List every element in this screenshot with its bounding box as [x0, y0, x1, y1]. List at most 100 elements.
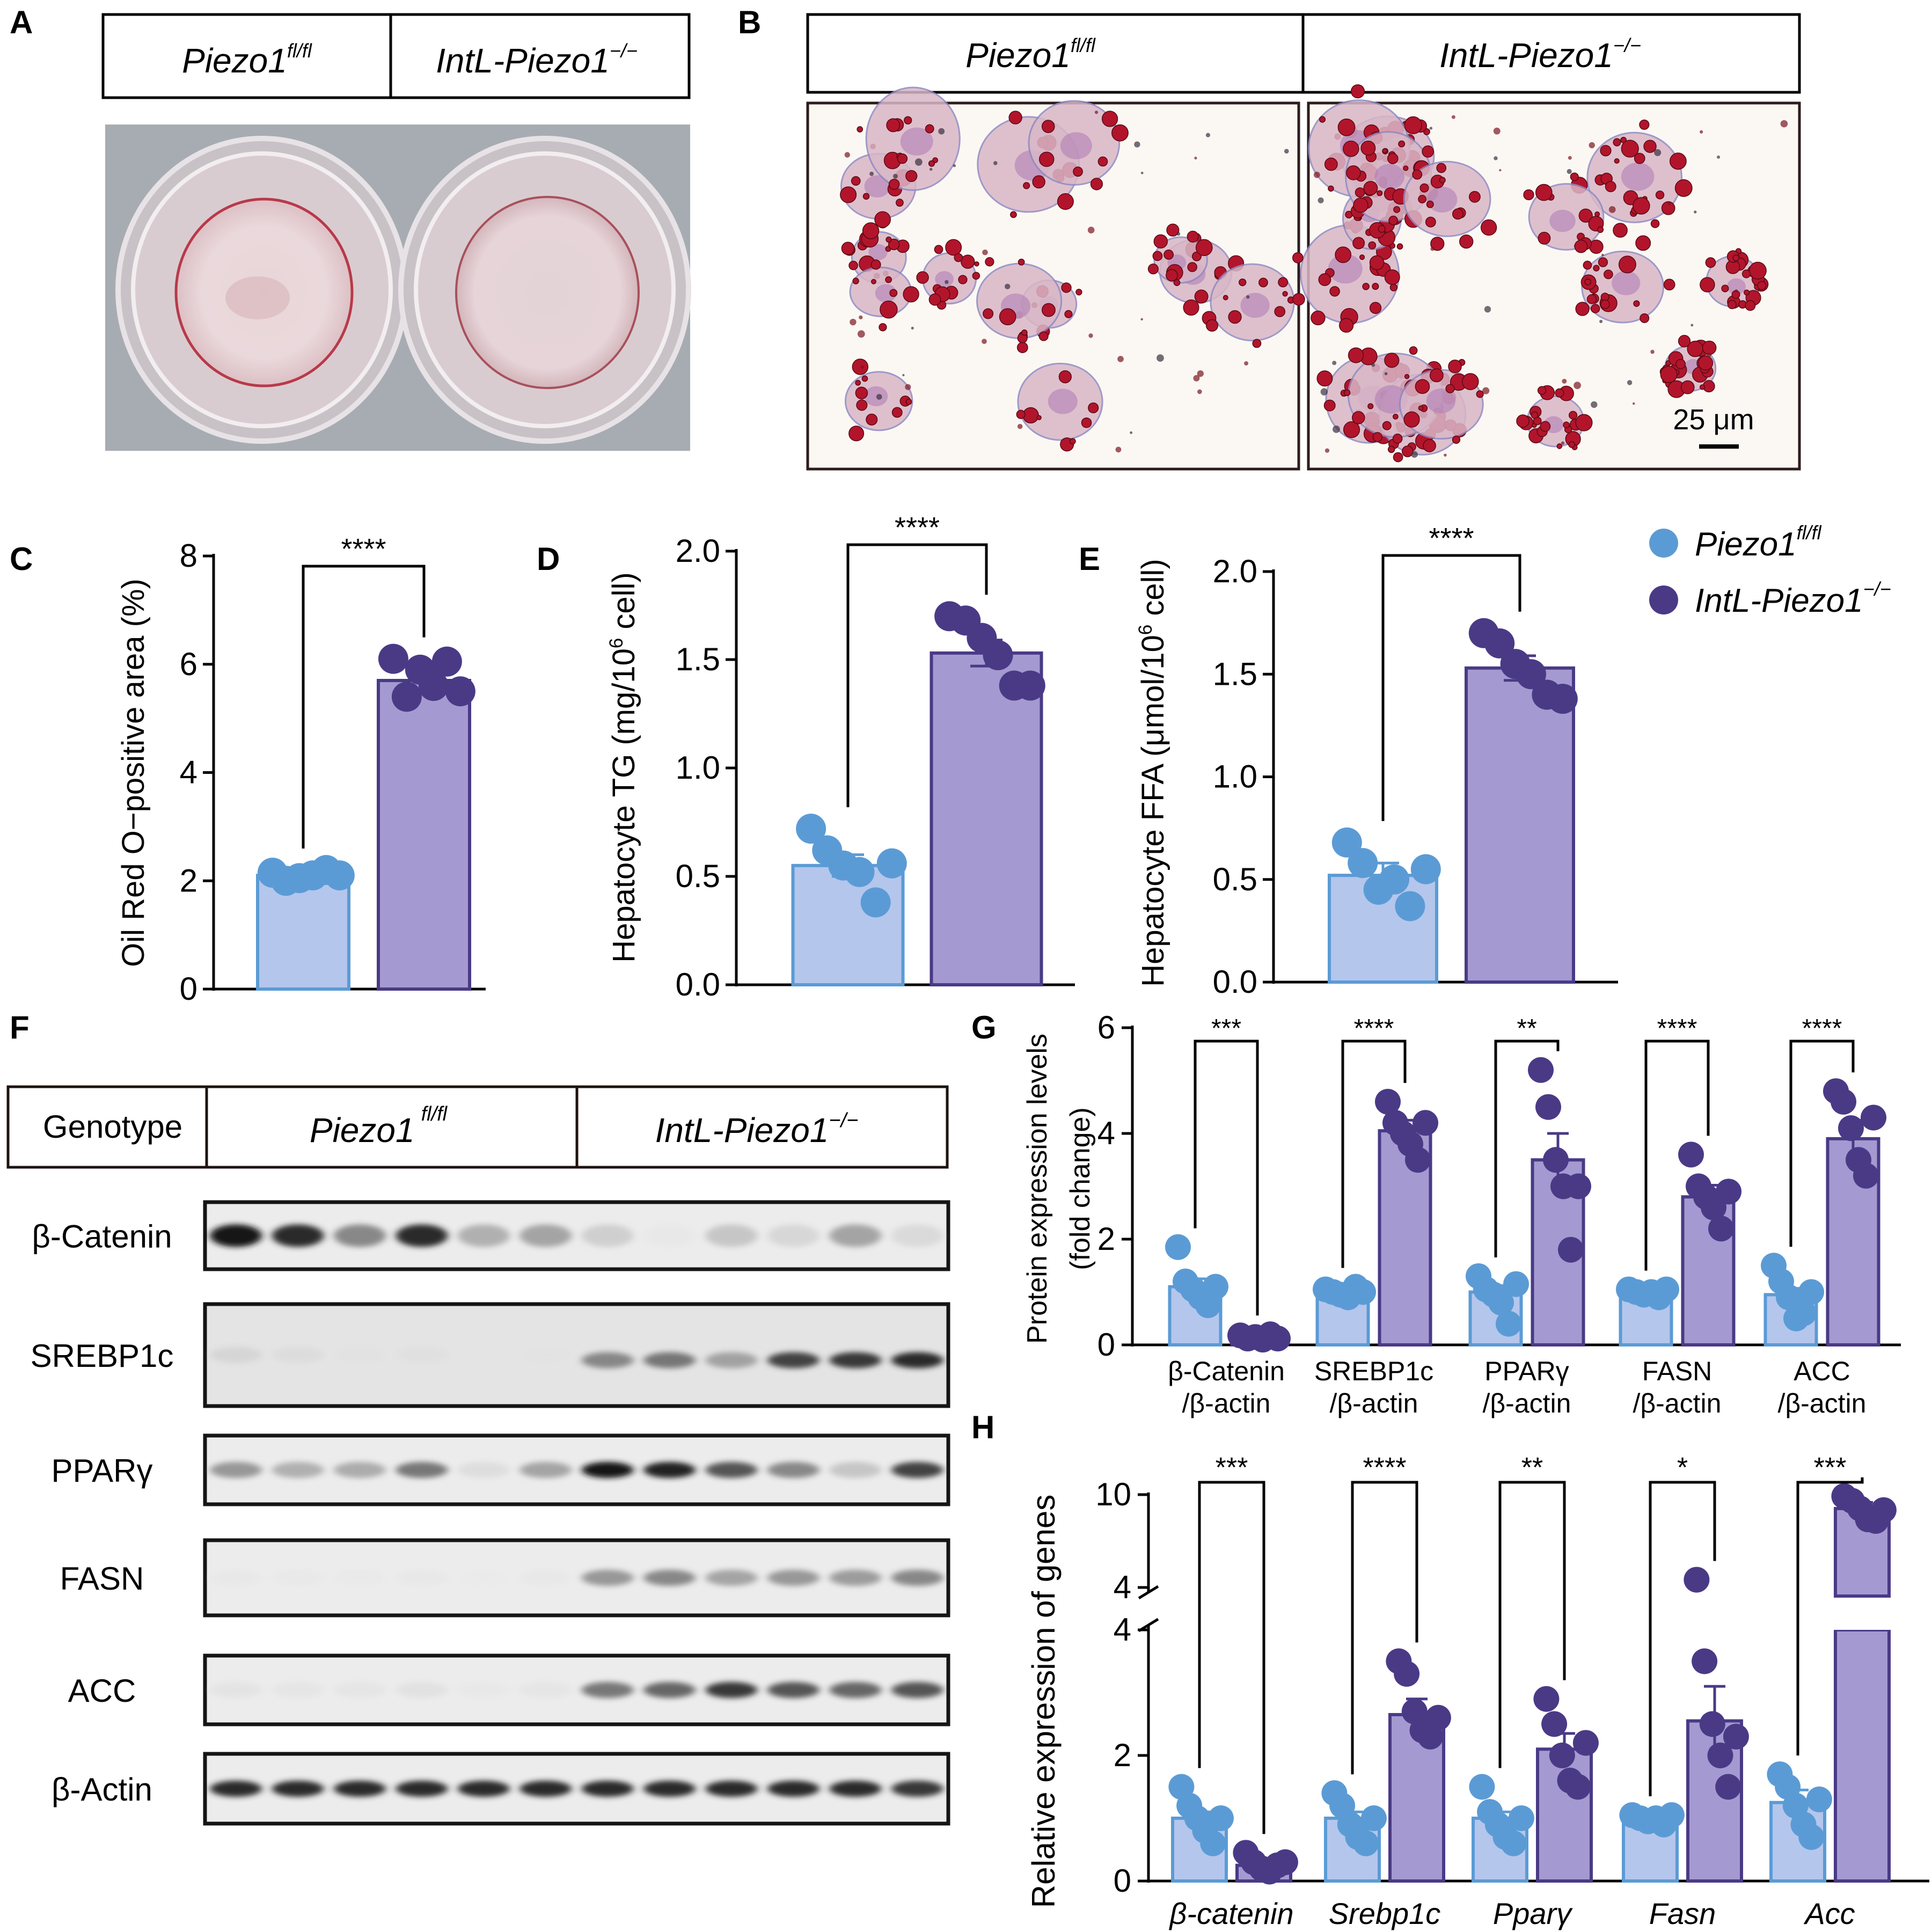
- lipid-droplet: [885, 276, 892, 283]
- debris: [953, 164, 956, 167]
- data-point: [1572, 1730, 1599, 1756]
- lipid-droplet: [1403, 411, 1420, 428]
- panel-a-control-label: Piezo1fl/fl: [182, 40, 312, 80]
- blot-band: [396, 1224, 448, 1247]
- lipid-droplet: [1621, 140, 1639, 158]
- debris: [938, 128, 945, 135]
- debris: [1780, 120, 1788, 128]
- x-tick-label: /β-actin: [1182, 1388, 1271, 1418]
- blot-membrane: [203, 1752, 950, 1826]
- y-axis-label-post: cell): [1136, 559, 1170, 624]
- debris: [860, 365, 865, 369]
- lipid-droplet: [1448, 360, 1462, 374]
- lipid-droplet: [1228, 310, 1242, 324]
- data-point: [1861, 1104, 1886, 1131]
- lipid-droplet: [999, 308, 1016, 326]
- lipid-droplet: [880, 301, 898, 319]
- lipid-droplet: [1343, 389, 1351, 397]
- lipid-droplet: [1575, 414, 1593, 431]
- axis-break-mark: [1138, 1585, 1159, 1600]
- lipid-droplet: [1194, 289, 1209, 304]
- lipid-droplet: [848, 426, 865, 442]
- bar-lower: [1834, 1628, 1891, 1883]
- lipid-droplet: [1705, 257, 1716, 268]
- debris: [1411, 451, 1418, 458]
- lipid-droplet: [1468, 191, 1481, 203]
- scale-bar-label: 25 μm: [1673, 404, 1754, 436]
- lipid-droplet: [983, 308, 994, 319]
- panel-label-e: E: [1079, 541, 1100, 577]
- lipid-droplet: [1329, 286, 1340, 297]
- debris: [1087, 226, 1095, 234]
- lipid-droplet: [925, 124, 934, 134]
- lipid-droplet: [1594, 211, 1600, 217]
- debris: [1568, 156, 1572, 160]
- blot-band: [334, 1781, 386, 1797]
- nucleus: [875, 284, 897, 303]
- blot-band: [891, 1462, 943, 1478]
- debris: [1591, 401, 1598, 408]
- lipid-droplet: [1384, 269, 1400, 286]
- debris: [1562, 378, 1567, 384]
- nucleus: [868, 244, 888, 260]
- debris: [1176, 232, 1181, 236]
- blot-band: [891, 1224, 943, 1247]
- lipid-droplet: [1101, 111, 1118, 127]
- significance-stars: ***: [1216, 1452, 1248, 1483]
- bar: [930, 651, 1043, 986]
- lipid-droplet: [879, 323, 887, 332]
- debris: [1115, 447, 1122, 453]
- lipid-droplet: [1575, 302, 1590, 316]
- data-point: [1543, 1147, 1569, 1173]
- lipid-droplet: [1523, 189, 1534, 201]
- lipid-droplet: [888, 238, 900, 251]
- data-point: [1798, 1824, 1825, 1850]
- data-point: [1831, 1088, 1856, 1115]
- significance-bracket: [1351, 1481, 1418, 1775]
- blot-band: [334, 1570, 386, 1586]
- nucleus: [1328, 254, 1363, 284]
- lipid-droplet: [1324, 157, 1338, 171]
- panel-a-ko-label: IntL-Piezo1−/−: [436, 40, 638, 80]
- debris: [1384, 372, 1388, 376]
- lipid-droplet: [1346, 165, 1361, 180]
- bar: [1536, 1747, 1593, 1883]
- debris: [1134, 141, 1140, 148]
- blot-band: [272, 1570, 324, 1586]
- lipid-droplet: [1088, 402, 1099, 414]
- micrograph-control-cells: [840, 86, 1295, 453]
- lipid-droplet: [1635, 235, 1651, 251]
- significance-stars: ***: [1211, 1014, 1241, 1043]
- lipid-droplet: [1377, 190, 1383, 196]
- panel-label-f: F: [10, 1009, 30, 1045]
- nucleus: [935, 271, 954, 287]
- significance-bracket: [1644, 1040, 1710, 1271]
- lipid-droplet: [945, 239, 962, 256]
- significance-bracket: [1789, 1040, 1855, 1247]
- lipid-droplet: [1418, 405, 1424, 411]
- nucleus: [1048, 389, 1078, 414]
- nucleus: [1549, 209, 1576, 232]
- blot-band: [519, 1462, 572, 1478]
- debris: [850, 318, 857, 326]
- lipid-droplet: [1618, 255, 1636, 274]
- data-point: [1528, 1057, 1554, 1083]
- lipid-droplet: [1337, 118, 1356, 136]
- x-tick-label: Fasn: [1649, 1897, 1716, 1930]
- data-point: [1265, 1326, 1291, 1352]
- lipid-droplet: [1675, 358, 1686, 369]
- blot-band: [767, 1224, 819, 1247]
- y-tick-label: 1.5: [1213, 656, 1257, 692]
- lipid-droplet: [905, 170, 918, 182]
- lipid-droplet: [1452, 208, 1463, 220]
- lipid-droplet: [1445, 384, 1455, 393]
- x-tick-label: SREBP1c: [1314, 1356, 1433, 1386]
- y-tick-label: 2: [1114, 1737, 1131, 1773]
- lipid-droplet: [1388, 215, 1399, 225]
- lipid-droplet: [1081, 417, 1092, 428]
- debris: [1690, 324, 1694, 327]
- significance-bracket: [1381, 554, 1521, 821]
- significance-stars: ****: [1429, 522, 1474, 554]
- lipid-droplet: [1350, 84, 1365, 99]
- lipid-droplet: [1335, 246, 1352, 264]
